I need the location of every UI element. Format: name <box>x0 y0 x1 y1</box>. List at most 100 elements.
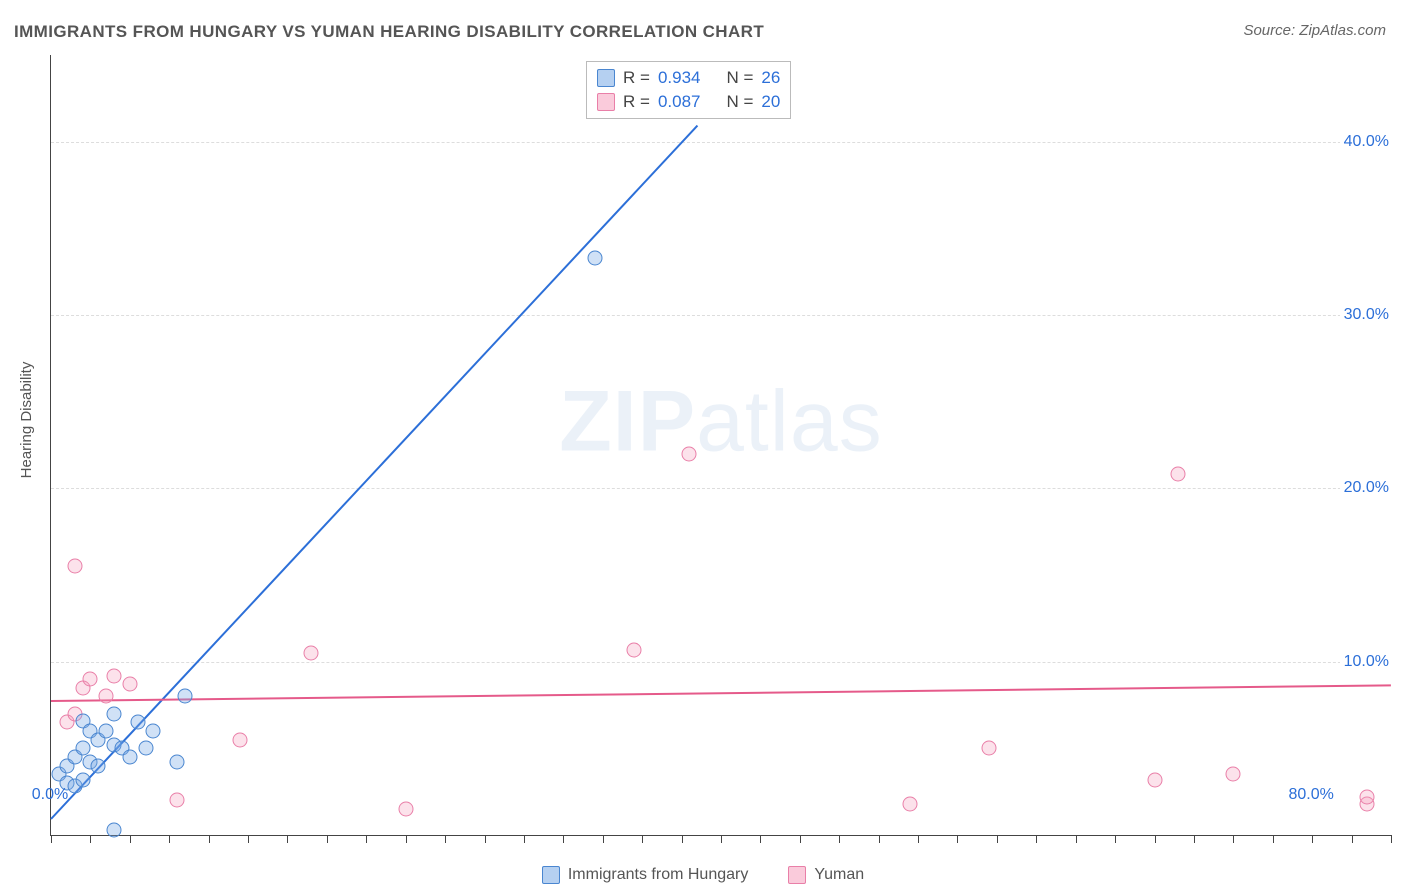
x-minor-tick <box>90 835 91 843</box>
trendline-blue <box>50 125 698 820</box>
x-minor-tick <box>366 835 367 843</box>
y-tick-label: 30.0% <box>1340 306 1393 324</box>
legend-corr-row-pink: R =0.087N =20 <box>597 90 780 114</box>
scatter-point-blue <box>138 741 153 756</box>
legend-correlation: R = 0.934 N = 26R = 0.087 N = 20 <box>586 61 791 119</box>
x-tick-label: 80.0% <box>1288 786 1333 804</box>
x-minor-tick <box>1352 835 1353 843</box>
x-minor-tick <box>485 835 486 843</box>
scatter-point-blue <box>130 715 145 730</box>
x-minor-tick <box>406 835 407 843</box>
scatter-point-pink <box>170 793 185 808</box>
y-tick-label: 40.0% <box>1340 133 1393 151</box>
scatter-point-pink <box>682 446 697 461</box>
legend-label-blue: Immigrants from Hungary <box>568 866 749 884</box>
swatch-pink <box>788 866 806 884</box>
watermark-bold: ZIP <box>559 373 696 469</box>
x-minor-tick <box>169 835 170 843</box>
swatch-pink <box>597 93 615 111</box>
trendline-pink <box>51 684 1391 702</box>
x-minor-tick <box>1076 835 1077 843</box>
scatter-point-blue <box>99 724 114 739</box>
scatter-point-pink <box>67 559 82 574</box>
x-minor-tick <box>287 835 288 843</box>
n-label: N = <box>726 92 753 112</box>
scatter-point-blue <box>75 741 90 756</box>
scatter-point-pink <box>1147 772 1162 787</box>
gridline-h <box>51 142 1391 143</box>
legend-label-pink: Yuman <box>814 866 864 884</box>
scatter-point-blue <box>75 772 90 787</box>
scatter-point-blue <box>122 750 137 765</box>
r-value-pink: 0.087 <box>658 92 701 112</box>
scatter-point-pink <box>83 672 98 687</box>
x-tick-label: 0.0% <box>32 786 68 804</box>
legend-item-blue: Immigrants from Hungary <box>542 866 749 884</box>
x-minor-tick <box>997 835 998 843</box>
scatter-point-pink <box>304 646 319 661</box>
gridline-h <box>51 315 1391 316</box>
x-minor-tick <box>879 835 880 843</box>
n-value-blue: 26 <box>761 68 780 88</box>
r-label: R = <box>623 68 650 88</box>
r-value-blue: 0.934 <box>658 68 701 88</box>
x-minor-tick <box>1115 835 1116 843</box>
scatter-point-pink <box>233 732 248 747</box>
x-minor-tick <box>209 835 210 843</box>
x-minor-tick <box>721 835 722 843</box>
x-minor-tick <box>800 835 801 843</box>
scatter-point-pink <box>122 677 137 692</box>
gridline-h <box>51 662 1391 663</box>
legend-bottom: Immigrants from Hungary Yuman <box>0 866 1406 884</box>
x-minor-tick <box>1273 835 1274 843</box>
x-minor-tick <box>1194 835 1195 843</box>
x-minor-tick <box>918 835 919 843</box>
x-minor-tick <box>130 835 131 843</box>
scatter-point-blue <box>178 689 193 704</box>
scatter-point-pink <box>982 741 997 756</box>
source-label: Source: ZipAtlas.com <box>1243 22 1386 39</box>
x-minor-tick <box>51 835 52 843</box>
scatter-point-blue <box>146 724 161 739</box>
x-minor-tick <box>1312 835 1313 843</box>
x-minor-tick <box>1036 835 1037 843</box>
gridline-h <box>51 488 1391 489</box>
scatter-plot: ZIPatlas 10.0% 20.0% 30.0% 40.0% <box>50 55 1391 836</box>
scatter-point-pink <box>1360 789 1375 804</box>
scatter-point-pink <box>107 668 122 683</box>
x-minor-tick <box>760 835 761 843</box>
scatter-point-blue <box>107 706 122 721</box>
x-minor-tick <box>682 835 683 843</box>
scatter-point-pink <box>1226 767 1241 782</box>
scatter-point-pink <box>99 689 114 704</box>
x-minor-tick <box>563 835 564 843</box>
x-minor-tick <box>1233 835 1234 843</box>
x-minor-tick <box>327 835 328 843</box>
y-tick-label: 10.0% <box>1340 653 1393 671</box>
legend-item-pink: Yuman <box>788 866 864 884</box>
x-minor-tick <box>1391 835 1392 843</box>
x-minor-tick <box>839 835 840 843</box>
x-minor-tick <box>445 835 446 843</box>
scatter-point-blue <box>587 250 602 265</box>
scatter-point-pink <box>398 802 413 817</box>
chart-title: IMMIGRANTS FROM HUNGARY VS YUMAN HEARING… <box>14 22 764 42</box>
watermark: ZIPatlas <box>559 372 882 471</box>
x-minor-tick <box>957 835 958 843</box>
scatter-point-blue <box>170 755 185 770</box>
n-value-pink: 20 <box>761 92 780 112</box>
swatch-blue <box>597 69 615 87</box>
x-minor-tick <box>1155 835 1156 843</box>
x-minor-tick <box>248 835 249 843</box>
scatter-point-pink <box>903 796 918 811</box>
x-minor-tick <box>524 835 525 843</box>
scatter-point-blue <box>91 758 106 773</box>
legend-corr-row-blue: R = 0.934 N = 26 <box>597 66 780 90</box>
y-tick-label: 20.0% <box>1340 479 1393 497</box>
scatter-point-pink <box>627 642 642 657</box>
swatch-blue <box>542 866 560 884</box>
watermark-rest: atlas <box>696 373 883 469</box>
x-minor-tick <box>603 835 604 843</box>
n-label: N = <box>726 68 753 88</box>
scatter-point-blue <box>107 822 122 837</box>
